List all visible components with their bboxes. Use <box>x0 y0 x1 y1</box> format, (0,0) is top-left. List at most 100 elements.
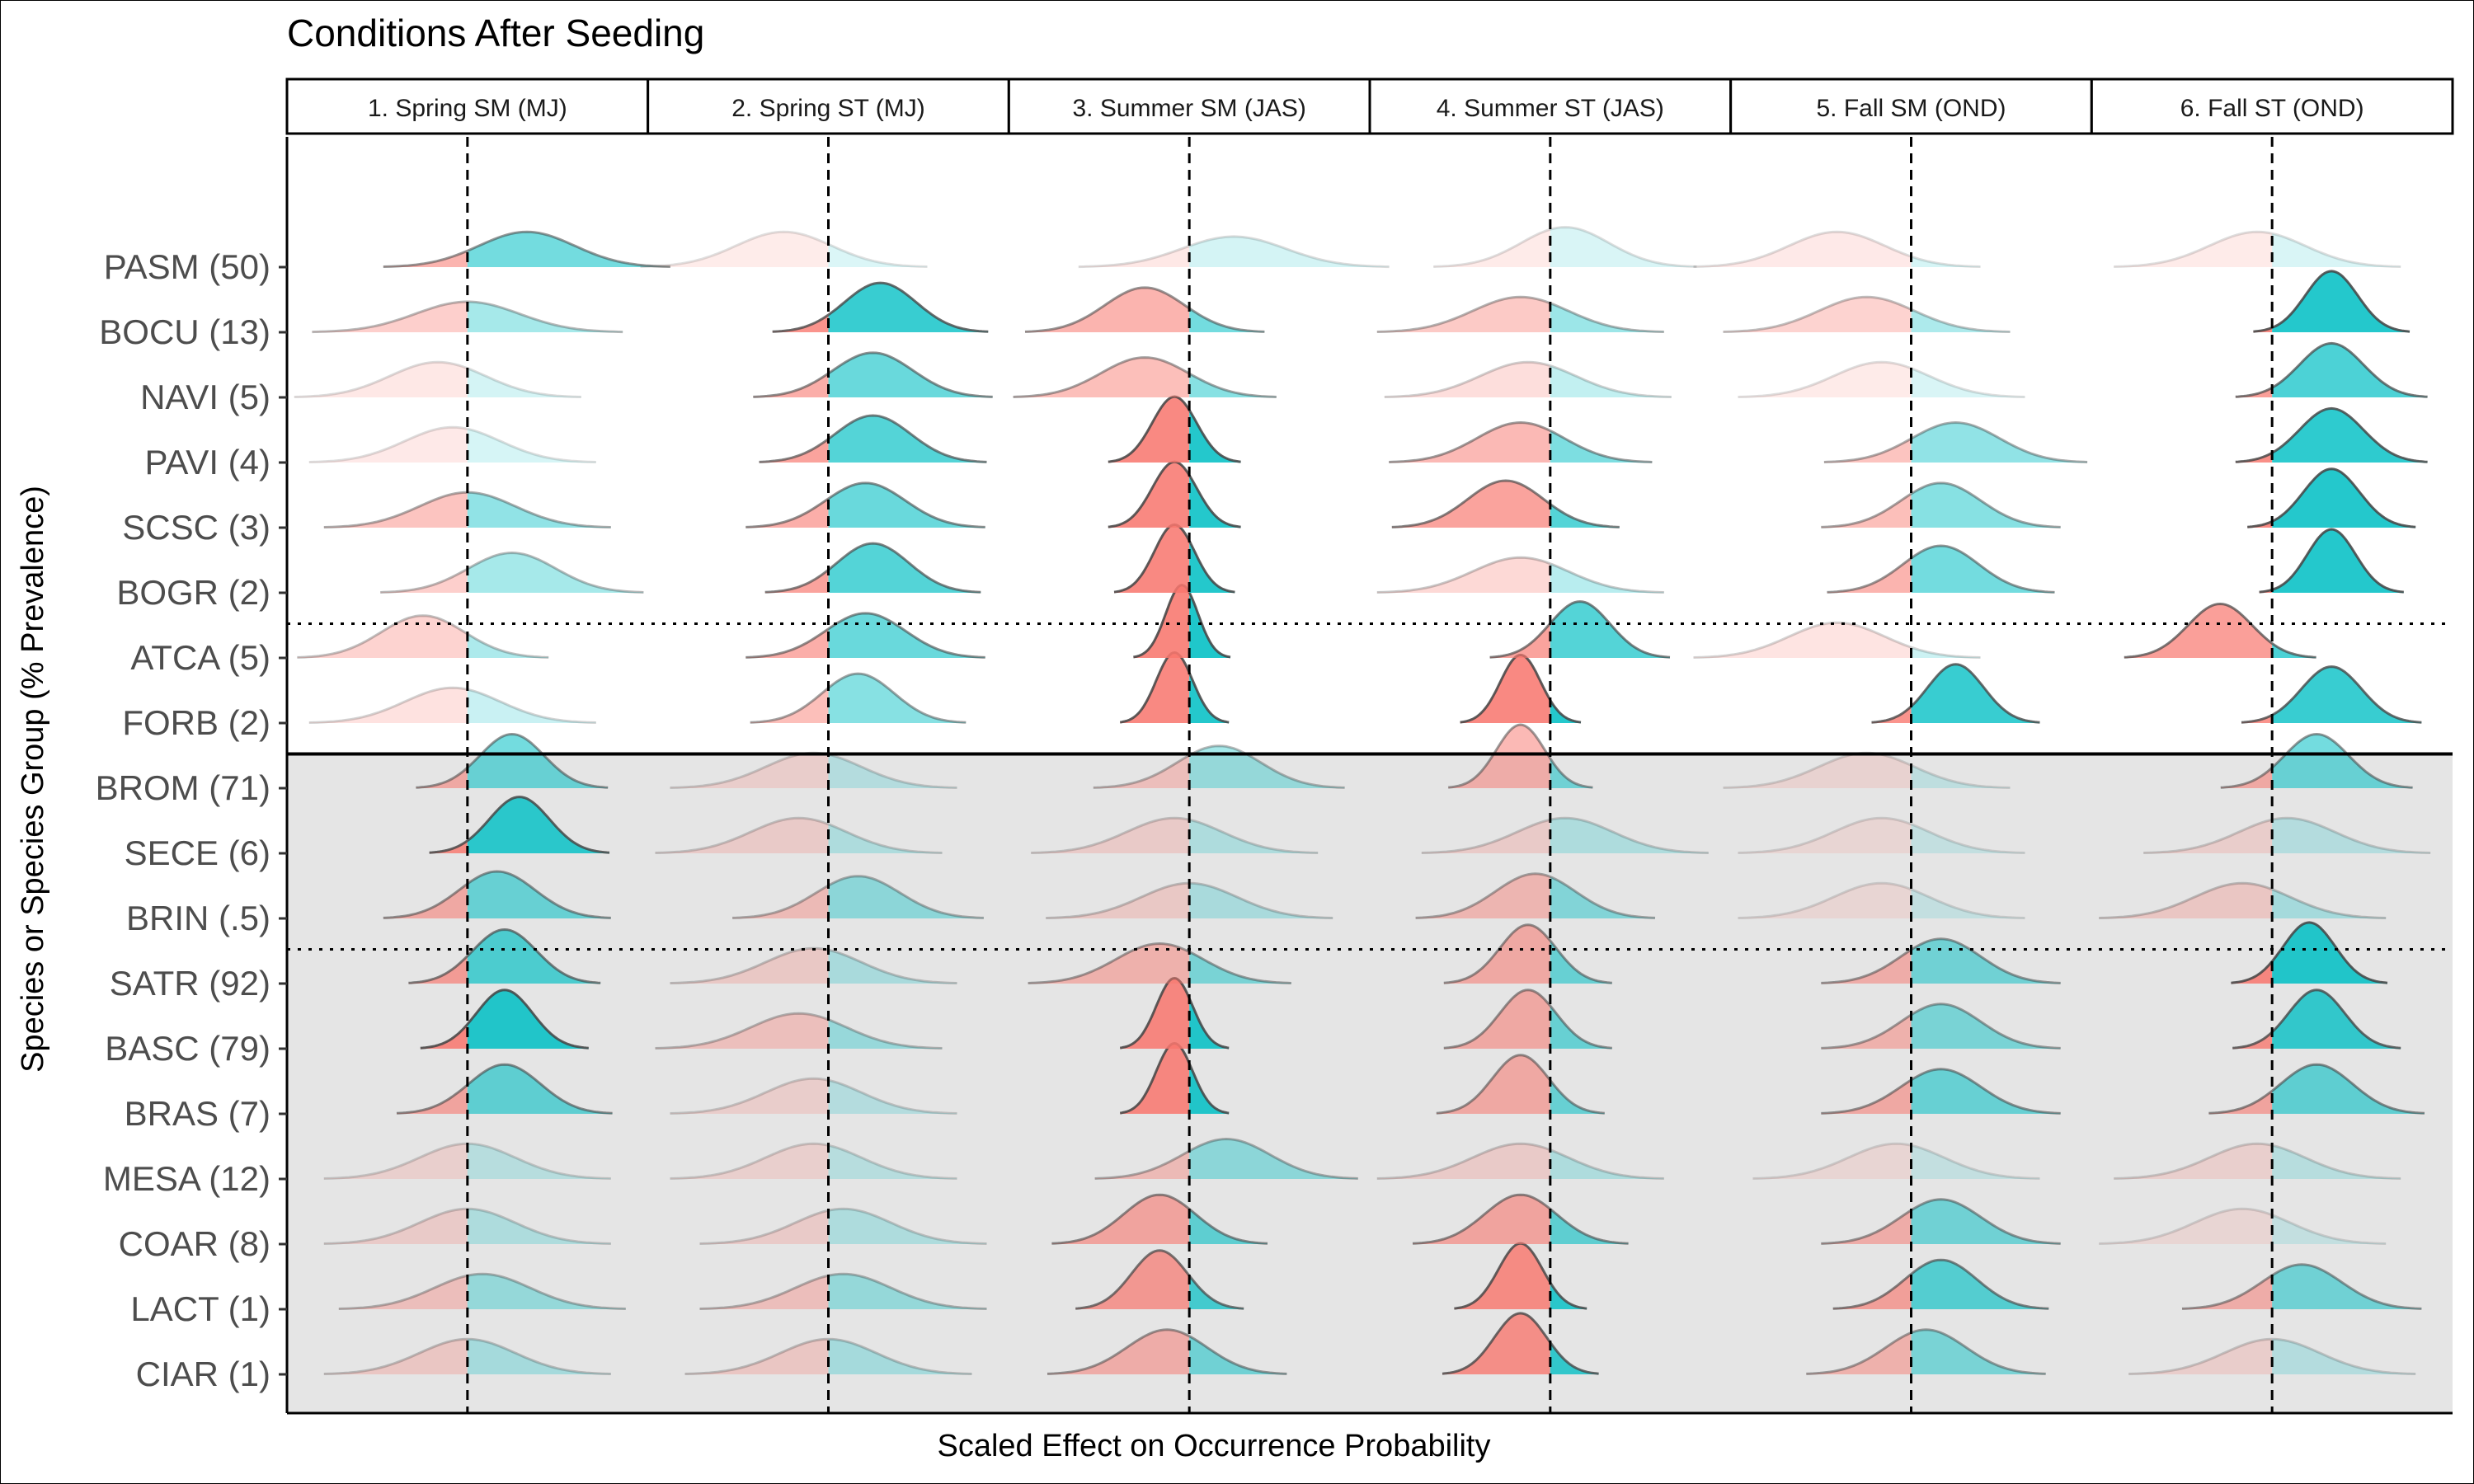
ridge-negative-area <box>750 688 829 723</box>
ridge-outline <box>2181 1263 2422 1310</box>
ridge-outline <box>1094 1137 1358 1180</box>
ridge-outline <box>396 1063 613 1115</box>
ridge-positive-area <box>1189 475 1241 528</box>
ridge-negative-area <box>1489 623 1550 658</box>
ridge <box>1376 295 1664 333</box>
ridge-negative-area <box>383 884 468 918</box>
ridge <box>2099 1207 2387 1245</box>
ridge <box>2220 732 2413 789</box>
y-tick-label: SECE (6) <box>125 834 270 872</box>
ridge-negative-area <box>670 1078 829 1114</box>
ridge-outline <box>2208 1063 2425 1115</box>
ridge-positive-area <box>1550 818 1709 853</box>
facet-strip <box>285 77 650 135</box>
ridge-positive-area <box>467 689 596 723</box>
ridge-negative-area <box>1078 246 1190 267</box>
ridge-positive-area <box>1189 1209 1268 1244</box>
ridge <box>2114 230 2401 268</box>
ridge-negative-area <box>429 840 468 853</box>
ridge-outline <box>338 1272 626 1310</box>
ridge-outline <box>1075 1249 1244 1310</box>
ridge-outline <box>1119 976 1230 1050</box>
ridge-outline <box>1827 544 2055 594</box>
y-tick-label: CIAR (1) <box>136 1355 270 1393</box>
y-tick-label: PASM (50) <box>104 247 270 286</box>
ridge-positive-area <box>1189 883 1333 918</box>
ridge-positive-area <box>2272 643 2316 658</box>
ridge-outline <box>1871 663 2040 724</box>
ridge-outline <box>684 1337 972 1375</box>
ridge-negative-area <box>1693 622 1912 658</box>
ridge <box>429 796 610 854</box>
ridge <box>1094 1137 1358 1180</box>
ridge-positive-area <box>1550 758 1593 788</box>
ridge-positive-area <box>1911 1003 2061 1049</box>
ridge-outline <box>2253 270 2411 333</box>
ridge <box>759 414 987 463</box>
ridge <box>1075 1249 1244 1310</box>
ridge-negative-area <box>1075 1250 1190 1309</box>
ridge-negative-area <box>420 1024 468 1049</box>
ridge-negative-area <box>1013 357 1190 397</box>
ridge <box>1442 1312 1599 1375</box>
ridge <box>1421 816 1709 854</box>
ridge-positive-area <box>1189 1139 1358 1179</box>
ridge <box>1738 816 2025 854</box>
ridge-negative-area <box>745 498 829 528</box>
ridge-positive-area <box>1189 308 1265 332</box>
ridge-outline <box>772 281 989 333</box>
ridge-outline <box>1723 295 2011 333</box>
ridge-positive-area <box>828 1080 957 1114</box>
ridge-positive-area <box>1550 876 1655 918</box>
ridge <box>1821 1068 2061 1115</box>
ridge-negative-area <box>1738 883 1912 918</box>
ridge-positive-area <box>1189 819 1319 853</box>
ridge-negative-area <box>772 314 829 332</box>
ridge-positive-area <box>2272 989 2401 1049</box>
ridge-negative-area <box>294 362 468 397</box>
ridge-positive-area <box>1911 664 2040 723</box>
ridge-negative-area <box>1413 1195 1550 1244</box>
ridge-negative-area <box>1821 1209 1912 1244</box>
ridge-outline <box>1443 923 1612 984</box>
y-axis-label: Species or Species Group (% Prevalence) <box>16 486 50 1073</box>
ridge-outline <box>2259 528 2404 594</box>
ridge-negative-area <box>1376 1144 1550 1179</box>
ridge-negative-area <box>1051 1195 1190 1244</box>
ridge-negative-area <box>1871 706 1912 723</box>
ridge-negative-area <box>1094 1151 1190 1179</box>
ridge-outline <box>1752 1142 2040 1180</box>
ridge-positive-area <box>1911 889 2025 918</box>
ridge-outline <box>383 870 611 919</box>
ridge-outline <box>1821 1198 2061 1245</box>
ridge-negative-area <box>1821 1079 1912 1114</box>
ridge-outline <box>2099 881 2387 919</box>
ridge <box>1752 1142 2040 1180</box>
ridge-negative-area <box>1832 1274 1912 1309</box>
ridge-outline <box>655 1012 943 1050</box>
ridge-negative-area <box>2231 961 2273 984</box>
ridge <box>2208 1063 2425 1115</box>
ridge <box>655 816 943 854</box>
ridge-positive-area <box>828 416 987 463</box>
ridge <box>1433 226 1697 268</box>
x-axis-label: Scaled Effect on Occurrence Probability <box>938 1429 1491 1463</box>
ridge <box>1415 872 1656 919</box>
ridge-positive-area <box>1189 1275 1244 1309</box>
ridge-outline <box>732 875 984 919</box>
ridge <box>670 1142 957 1180</box>
ridge-negative-area <box>1028 943 1190 984</box>
ridge-negative-area <box>383 251 468 267</box>
ridge-outline <box>764 542 981 594</box>
ridge-negative-area <box>1693 232 1912 267</box>
ridge-outline <box>1093 744 1345 789</box>
ridge-positive-area <box>2272 889 2387 918</box>
ridge-positive-area <box>1189 998 1230 1049</box>
ridge-positive-area <box>467 232 670 267</box>
ridge <box>383 870 611 919</box>
ridge-positive-area <box>467 633 549 658</box>
ridge-positive-area <box>2272 818 2431 853</box>
ridge-positive-area <box>1189 592 1230 658</box>
ridge-outline <box>1376 556 1664 594</box>
